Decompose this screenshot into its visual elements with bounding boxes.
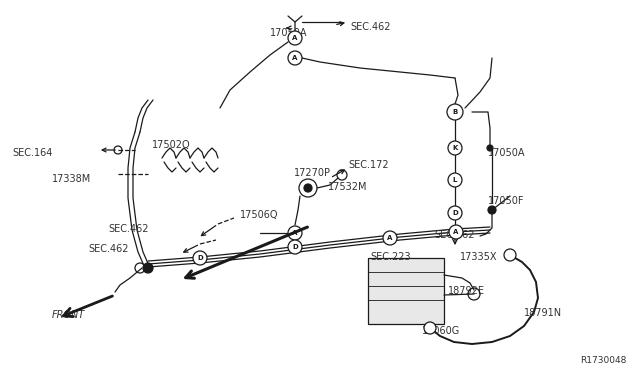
Text: 17050A: 17050A [488, 148, 525, 158]
Bar [368, 258, 444, 324]
Circle shape [288, 240, 302, 254]
Circle shape [424, 322, 436, 334]
Circle shape [488, 206, 496, 214]
Text: A: A [387, 235, 393, 241]
Text: SEC.462: SEC.462 [88, 244, 129, 254]
Circle shape [487, 145, 493, 151]
Text: SEC.462: SEC.462 [108, 224, 148, 234]
Circle shape [383, 231, 397, 245]
Text: D: D [197, 255, 203, 261]
Text: 17270P: 17270P [294, 168, 331, 178]
Circle shape [193, 251, 207, 265]
Circle shape [288, 51, 302, 65]
Circle shape [143, 263, 153, 273]
Text: 18792E: 18792E [448, 286, 485, 296]
Text: SEC.223: SEC.223 [370, 252, 411, 262]
Circle shape [447, 104, 463, 120]
Circle shape [304, 184, 312, 192]
Text: 17506Q: 17506Q [240, 210, 278, 220]
Text: 18791N: 18791N [524, 308, 562, 318]
Text: SEC.172: SEC.172 [348, 160, 388, 170]
Text: SEC.462: SEC.462 [350, 22, 390, 32]
Circle shape [288, 31, 302, 45]
Text: 17338M: 17338M [52, 174, 92, 184]
Text: D: D [452, 210, 458, 216]
Text: 17532M: 17532M [328, 182, 367, 192]
Text: A: A [292, 55, 298, 61]
Text: SEC.164: SEC.164 [12, 148, 52, 158]
Circle shape [448, 206, 462, 220]
Circle shape [448, 173, 462, 187]
Text: R1730048: R1730048 [580, 356, 627, 365]
Circle shape [288, 226, 302, 240]
Text: 17335X: 17335X [460, 252, 497, 262]
Text: K: K [452, 145, 458, 151]
Text: SEC.462: SEC.462 [434, 230, 474, 240]
Text: L: L [453, 177, 457, 183]
Circle shape [504, 249, 516, 261]
Circle shape [448, 141, 462, 155]
Text: D: D [292, 244, 298, 250]
Text: 17060G: 17060G [422, 326, 460, 336]
Text: A: A [292, 35, 298, 41]
Text: A: A [453, 229, 459, 235]
Text: B: B [452, 109, 458, 115]
Text: FRONT: FRONT [52, 310, 85, 320]
Text: A: A [292, 230, 298, 236]
Circle shape [449, 225, 463, 239]
Text: 17050F: 17050F [488, 196, 525, 206]
Text: 17050A: 17050A [270, 28, 307, 38]
Text: 17502Q: 17502Q [152, 140, 191, 150]
